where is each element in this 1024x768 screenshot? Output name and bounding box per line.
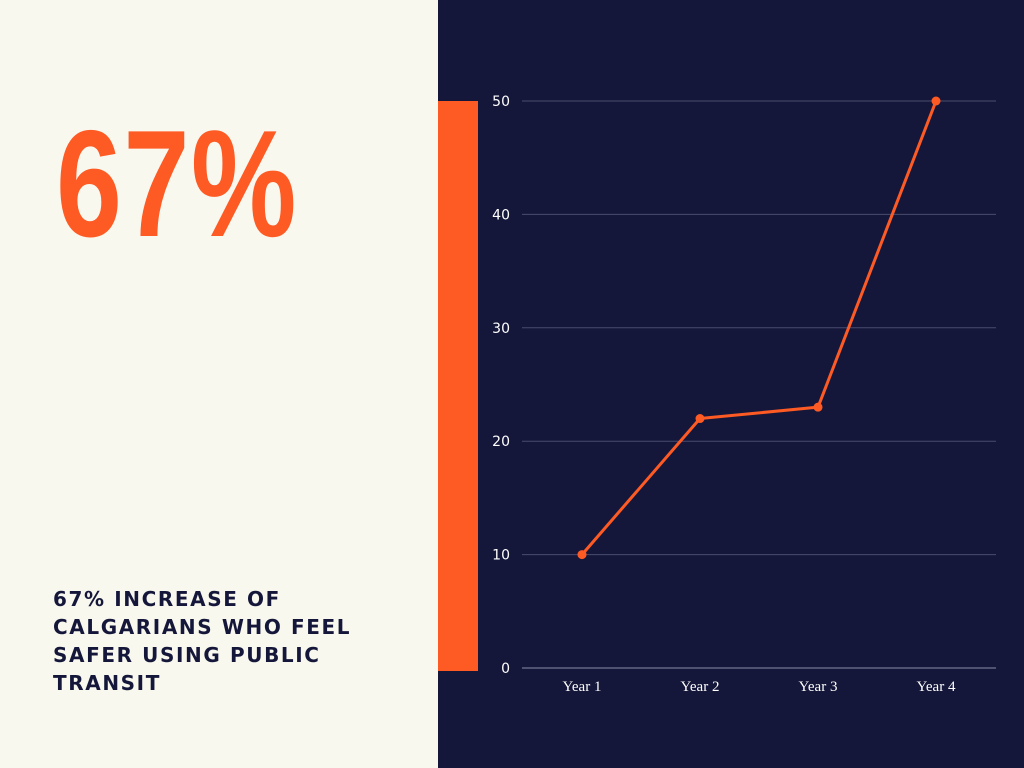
x-tick-label: Year 3 bbox=[799, 679, 838, 695]
y-tick-label: 50 bbox=[492, 94, 510, 110]
data-point bbox=[931, 96, 941, 106]
line-chart: 0 10 20 30 40 50 Year 1 Year 2 Year 3 Year 4 bbox=[492, 94, 996, 695]
left-panel: 67% 67% INCREASE OF CALGARIANS WHO FEEL … bbox=[0, 0, 438, 768]
y-axis-ticks: 0 10 20 30 40 50 bbox=[492, 94, 510, 677]
headline-stat: 67% bbox=[56, 99, 298, 269]
y-tick-label: 10 bbox=[492, 548, 510, 564]
y-tick-label: 30 bbox=[492, 321, 510, 337]
x-tick-label: Year 2 bbox=[681, 679, 720, 695]
y-tick-label: 20 bbox=[492, 434, 510, 450]
y-tick-label: 40 bbox=[492, 207, 510, 223]
data-point bbox=[695, 414, 705, 424]
y-tick-label: 0 bbox=[501, 661, 510, 677]
stat-caption: 67% INCREASE OF CALGARIANS WHO FEEL SAFE… bbox=[53, 587, 352, 695]
data-point bbox=[577, 550, 587, 560]
x-axis-ticks: Year 1 Year 2 Year 3 Year 4 bbox=[563, 679, 956, 695]
chart-series bbox=[577, 96, 941, 560]
x-tick-label: Year 4 bbox=[917, 679, 956, 695]
x-tick-label: Year 1 bbox=[563, 679, 602, 695]
series-line bbox=[580, 99, 938, 557]
accent-bar bbox=[438, 101, 478, 671]
chart-gridlines bbox=[522, 100, 996, 669]
data-point bbox=[813, 402, 823, 412]
